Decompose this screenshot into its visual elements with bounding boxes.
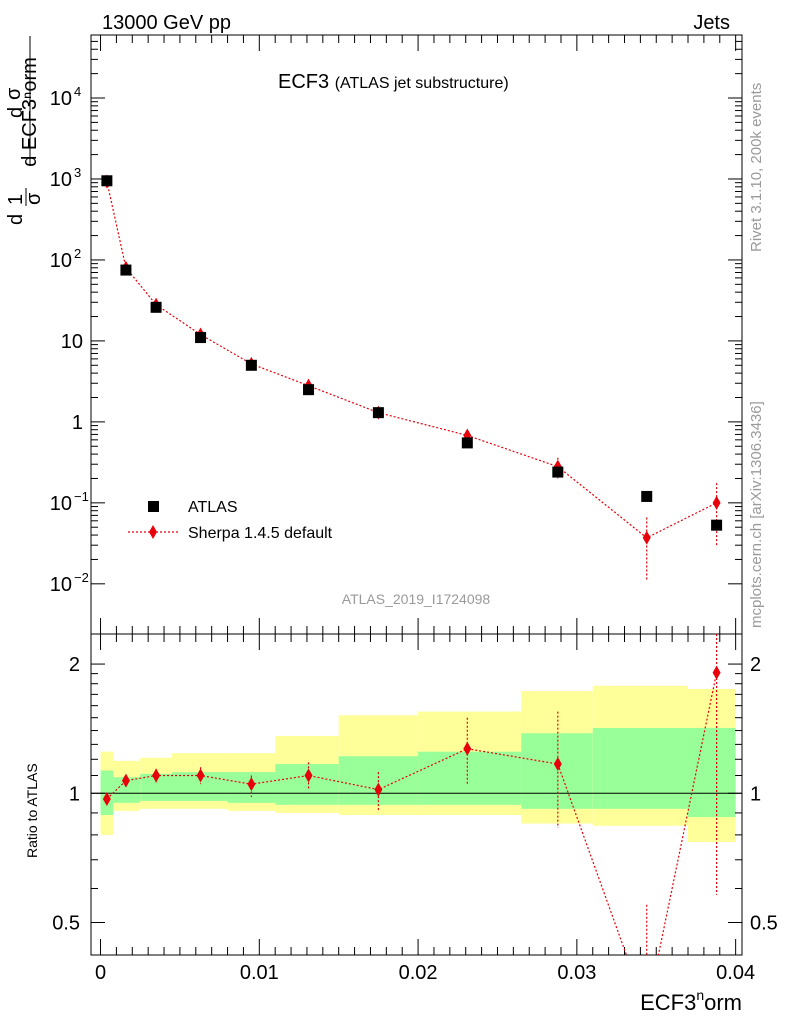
data-point [245,359,257,371]
ratio-mc-point [712,665,721,680]
ratio-mc-point [553,757,562,772]
mc-series-line [106,181,717,539]
ratio-mc-group [102,634,721,955]
data-point [711,519,723,531]
y-tick-label-exponent: 3 [74,165,81,180]
chart-title: ECF3 (ATLAS jet substructure) [278,71,509,93]
svg-text:σ: σ [23,192,45,205]
main-plot-frame [90,34,743,635]
ratio-frame-box [90,633,743,956]
ratio-mc-point [463,741,472,756]
ratio-mc-point [152,768,161,783]
x-tick-label: 0.01 [240,962,279,984]
ratio-mc-point [304,768,313,783]
ratio-uncertainty-bands [100,685,736,843]
data-point [461,437,473,449]
ratio-y-tick-label: 2 [69,654,80,676]
data-point [552,466,564,478]
ratio-mc-point [374,782,383,797]
ratio-axis-label: Ratio to ATLAS [24,763,40,858]
ratio-mc-points [102,634,721,955]
legend-mc-label: Sherpa 1.4.5 default [188,525,333,542]
ratio-x-ticks: 0 0.01 0.02 0.03 0.04 [95,634,755,984]
ratio-y-tick-label: 0.5 [52,912,80,934]
x-tick-label: 0.03 [557,962,596,984]
mcplots-label: mcplots.cern.ch [arXiv:1306.3436] [748,401,765,628]
data-point [150,301,162,313]
x-tick-label: 0.04 [716,962,755,984]
legend-data-label: ATLAS [188,499,238,516]
x-tick-label: 0 [95,962,106,984]
svg-text:d: d [5,107,27,118]
ratio-band-inner [275,764,339,805]
y-tick-label: 1 [72,412,83,434]
mc-series-points [102,174,721,581]
data-point [101,175,113,187]
svg-text:1: 1 [5,194,27,205]
ratio-band-inner [418,751,522,805]
y-tick-label-exponent: −1 [74,489,89,504]
ratio-mc-point [196,768,205,783]
y-tick-label: 10 [50,88,72,110]
x-axis-label: ECF3norm [640,987,742,1015]
ratio-y-tick-label-right: 0.5 [750,912,778,934]
ratio-plot-frame [90,633,743,956]
legend-mc-marker [149,525,157,539]
ratio-y-tick-label-right: 1 [750,783,761,805]
legend: ATLAS Sherpa 1.4.5 default [128,499,333,542]
data-series-points [101,175,723,531]
svg-text:σ: σ [3,87,25,100]
ratio-mc-point [102,791,111,806]
header-left: 13000 GeV pp [102,12,231,34]
ratio-y-tick-label-right: 2 [750,654,761,676]
x-tick-label: 0.02 [399,962,438,984]
rivet-label: Rivet 3.1.10, 200k events [748,83,765,252]
ratio-band-inner [592,727,689,809]
ratio-y-ticks: 0.5 0.5 1 1 2 2 [52,654,778,934]
svg-text:d: d [5,214,27,225]
data-point [641,490,653,502]
legend-data-marker [148,501,159,512]
y-tick-label: 10 [61,331,83,353]
y-tick-label-exponent: 2 [74,246,81,261]
ratio-mc-point [121,773,130,788]
y-tick-label: 10 [50,250,72,272]
y-tick-label: 10 [50,574,72,596]
ratio-y-tick-label: 1 [69,783,80,805]
ratio-band-inner [521,733,593,809]
main-x-ticks [100,35,737,634]
y-axis-label: d σ d ECF3ⁿorm 1 σ d [3,36,45,225]
y-tick-label: 10 [50,493,72,515]
ratio-mc-point [247,777,256,792]
y-tick-label-exponent: −2 [74,570,89,585]
ratio-band-inner [688,727,736,818]
data-point [303,384,315,396]
data-point [195,332,207,344]
y-tick-label-exponent: 4 [74,84,81,99]
main-frame-box [90,34,743,635]
mc-line [106,181,717,539]
header-right: Jets [693,12,730,34]
y-tick-label: 10 [50,169,72,191]
mc-point [642,530,651,545]
data-point [372,407,384,419]
data-point [120,264,132,276]
mc-point [712,495,721,510]
analysis-id: ATLAS_2019_I1724098 [342,591,491,607]
